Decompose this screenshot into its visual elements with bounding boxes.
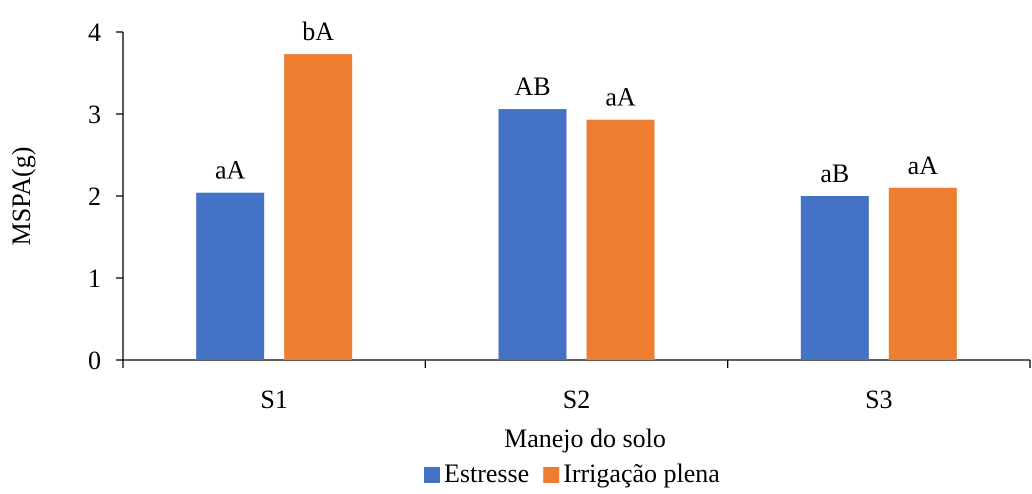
data-label: aB [820,159,849,188]
legend-swatch-irrigacao-plena [543,467,560,483]
bar-irrigacao-plena-s3 [888,187,957,360]
x-tick-label: S3 [865,385,892,414]
y-axis: 0 1 2 3 4 [88,18,124,375]
data-label: AB [514,72,550,101]
y-axis-title: MSPA(g) [7,147,36,246]
bar-irrigacao-plena-s2 [586,119,655,361]
data-label: aA [215,156,246,185]
x-axis: S1 S2 S3 [122,359,1031,414]
bar-estresse-s2 [498,109,567,360]
data-label: aA [605,83,636,112]
y-tick-label: 4 [88,18,101,47]
legend-swatch-estresse [424,467,440,483]
y-tick-label: 0 [88,346,101,375]
data-label: bA [302,17,334,46]
bars [196,54,957,361]
bar-estresse-s3 [800,196,869,360]
legend-label: Estresse [444,459,529,488]
x-axis-title: Manejo do solo [504,424,666,453]
bar-irrigacao-plena-s1 [284,54,353,360]
y-tick-label: 3 [88,100,101,129]
x-tick-label: S2 [563,385,590,414]
y-tick-label: 1 [88,264,101,293]
data-label: aA [908,151,939,180]
y-tick-label: 2 [88,182,101,211]
legend: Estresse Irrigação plena [424,459,720,488]
data-labels: aA bA AB aA aB aA [215,17,938,188]
legend-label: Irrigação plena [563,459,720,488]
bar-estresse-s1 [196,192,265,360]
x-tick-label: S1 [260,385,287,414]
